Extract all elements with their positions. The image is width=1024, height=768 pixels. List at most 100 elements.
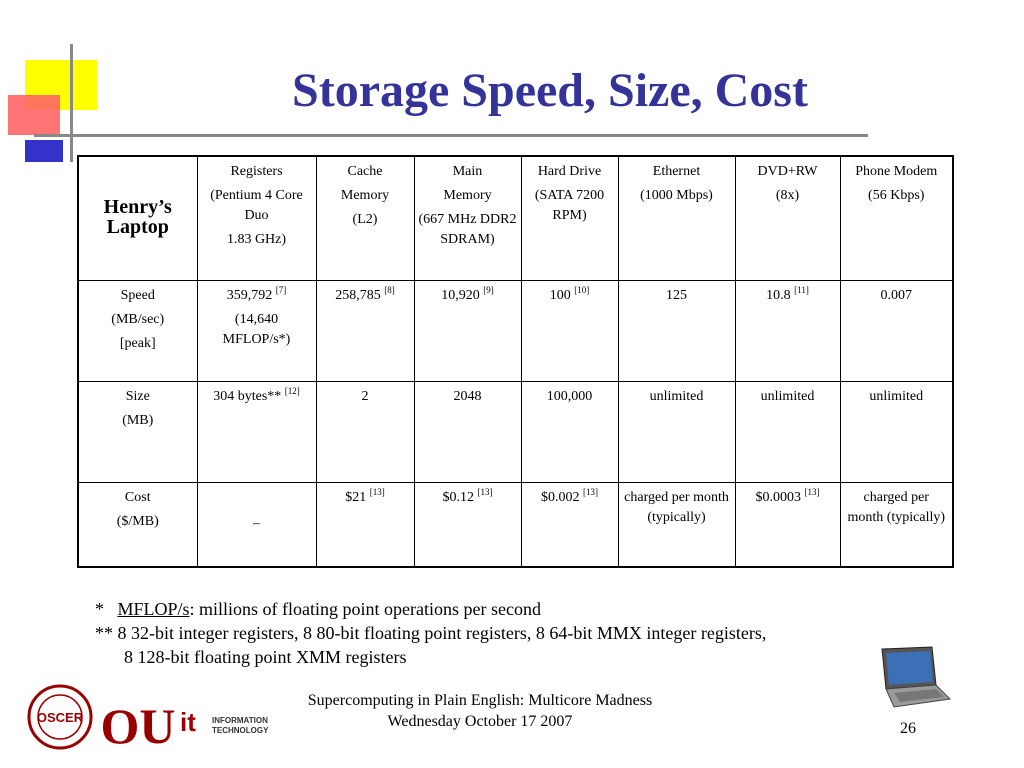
table-cell: $0.002 [13] <box>520 481 619 568</box>
table-cell: 125 <box>617 279 736 382</box>
svg-text:OU: OU <box>101 698 176 751</box>
decor-horizontal-line <box>34 134 868 137</box>
row-label: Speed (MB/sec) [peak] <box>77 279 198 382</box>
column-header-line: Cache <box>347 164 383 179</box>
column-header: Hard Drive (SATA 7200 RPM) <box>520 155 619 281</box>
table-row-speed: Speed (MB/sec) [peak] 359,792 [7] (14,640 MFL… <box>77 279 954 382</box>
column-header-line: 1.83 GHz) <box>226 232 287 247</box>
table-header-row: Henry’s Laptop Registers (Pentium 4 Core … <box>77 155 954 281</box>
table-cell: charged per month (typically) <box>839 481 954 568</box>
column-header: Registers (Pentium 4 Core Duo 1.83 GHz) <box>196 155 317 281</box>
table-cell: – <box>196 481 317 568</box>
storage-comparison-table: Henry’s Laptop Registers (Pentium 4 Core … <box>77 155 954 568</box>
row-label-line: (MB) <box>122 412 154 428</box>
footer-date: Wednesday October 17 2007 <box>387 713 573 730</box>
institution-logos: OSCER OU it INFORMATION TECHNOLOGY <box>27 684 269 751</box>
cell-value: 10,920 <box>441 287 480 303</box>
citation-ref: [11] <box>794 284 809 295</box>
column-header-line: Main <box>452 164 483 179</box>
citation-ref: [13] <box>804 486 820 497</box>
citation-ref: [13] <box>583 486 598 497</box>
table-cell: 304 bytes** [12] <box>196 380 317 483</box>
citation-ref: [12] <box>284 385 300 396</box>
column-header-line: (Pentium 4 Core Duo <box>210 188 303 223</box>
footnote-term: MFLOP/s <box>117 599 190 619</box>
cell-value: 10.8 <box>766 287 791 303</box>
column-header-line: Memory <box>443 188 492 203</box>
cell-value: 100,000 <box>546 388 593 404</box>
cell-value: $0.12 <box>442 489 475 505</box>
oscer-seal-icon: OSCER <box>27 684 93 750</box>
column-header: Main Memory (667 MHz DDR2 SDRAM) <box>413 155 522 281</box>
footnote-mflops: * MFLOP/s: millions of floating point op… <box>95 599 541 619</box>
decor-red-square <box>8 95 60 135</box>
cell-value: – <box>253 516 260 532</box>
citation-ref: [13] <box>477 486 493 497</box>
table-cell: 2048 <box>413 380 522 483</box>
column-header-line: (8x) <box>775 188 800 203</box>
page-number: 26 <box>900 720 916 737</box>
cell-value: unlimited <box>649 388 704 404</box>
slide-footer: Supercomputing in Plain English: Multico… <box>290 690 670 732</box>
column-header-line: (56 Kbps) <box>868 188 925 203</box>
row-label-line: Speed <box>120 287 155 303</box>
cell-value: 0.007 <box>880 287 913 303</box>
column-header-line: DVD+RW <box>757 164 818 179</box>
column-header: Phone Modem (56 Kbps) <box>839 155 954 281</box>
cell-value: charged per month (typically) <box>847 489 946 525</box>
table-cell: 2 <box>315 380 415 483</box>
cell-value: 125 <box>666 287 687 303</box>
cell-value: 258,785 <box>335 287 381 303</box>
table-cell: 359,792 [7] (14,640 MFLOP/s*) <box>196 279 317 382</box>
citation-ref: [10] <box>574 284 590 295</box>
table-cell: $21 [13] <box>315 481 415 568</box>
footer-title: Supercomputing in Plain English: Multico… <box>307 692 653 709</box>
cell-value: 100 <box>549 287 571 303</box>
column-header: Ethernet (1000 Mbps) <box>617 155 736 281</box>
footnote-registers-cont: 8 128-bit floating point XMM registers <box>124 647 407 667</box>
table-row-cost: Cost ($/MB) – $21 [13] $0.12 [13] $0.002 [13]… <box>77 481 954 568</box>
it-logo-icon: it INFORMATION TECHNOLOGY <box>180 707 269 737</box>
column-header-line: (667 MHz DDR2 SDRAM) <box>418 212 517 247</box>
row-label: Size (MB) <box>77 380 198 483</box>
column-header-line: (L2) <box>352 212 378 227</box>
row-label-line: (MB/sec) <box>111 311 165 327</box>
ou-logo-icon: OU <box>101 698 176 751</box>
cell-value: unlimited <box>869 388 924 404</box>
footnotes: * MFLOP/s: millions of floating point op… <box>95 597 766 669</box>
cell-extra-line: (14,640 <box>234 311 279 327</box>
table-cell: unlimited <box>734 380 841 483</box>
column-header-line: Registers <box>230 164 283 179</box>
row-label-line: ($/MB) <box>116 513 159 529</box>
column-header-line: (1000 Mbps) <box>640 188 713 203</box>
table-cell: charged per month (typically) <box>617 481 736 568</box>
column-header-line: Ethernet <box>652 164 701 179</box>
row-label-line: Cost <box>124 489 151 505</box>
column-header: DVD+RW (8x) <box>734 155 841 281</box>
cell-value: charged per month (typically) <box>624 489 729 525</box>
table-corner-label: Henry’s Laptop <box>77 155 198 281</box>
citation-ref: [9] <box>483 284 494 295</box>
slide-title: Storage Speed, Size, Cost <box>292 64 808 117</box>
decor-blue-square <box>25 140 63 162</box>
table-cell: 10.8 [11] <box>734 279 841 382</box>
cell-value: unlimited <box>760 388 815 404</box>
cell-value: 2 <box>361 388 369 404</box>
row-label: Cost ($/MB) <box>77 481 198 568</box>
table-cell: $0.0003 [13] <box>734 481 841 568</box>
column-header-line: Phone Modem <box>855 164 938 179</box>
table-cell: 100 [10] <box>520 279 619 382</box>
svg-text:TECHNOLOGY: TECHNOLOGY <box>212 726 269 735</box>
citation-ref: [8] <box>384 284 395 295</box>
column-header-line: Memory <box>340 188 390 203</box>
laptop-icon <box>881 646 952 708</box>
table-cell: 0.007 <box>839 279 954 382</box>
table-cell: unlimited <box>839 380 954 483</box>
column-header: Cache Memory (L2) <box>315 155 415 281</box>
column-header-line: Hard Drive <box>537 164 602 179</box>
row-label-line: Size <box>125 388 150 404</box>
svg-text:it: it <box>180 707 196 737</box>
table-cell: 10,920 [9] <box>413 279 522 382</box>
svg-text:INFORMATION: INFORMATION <box>212 716 268 725</box>
cell-value: 304 bytes** <box>213 388 282 404</box>
